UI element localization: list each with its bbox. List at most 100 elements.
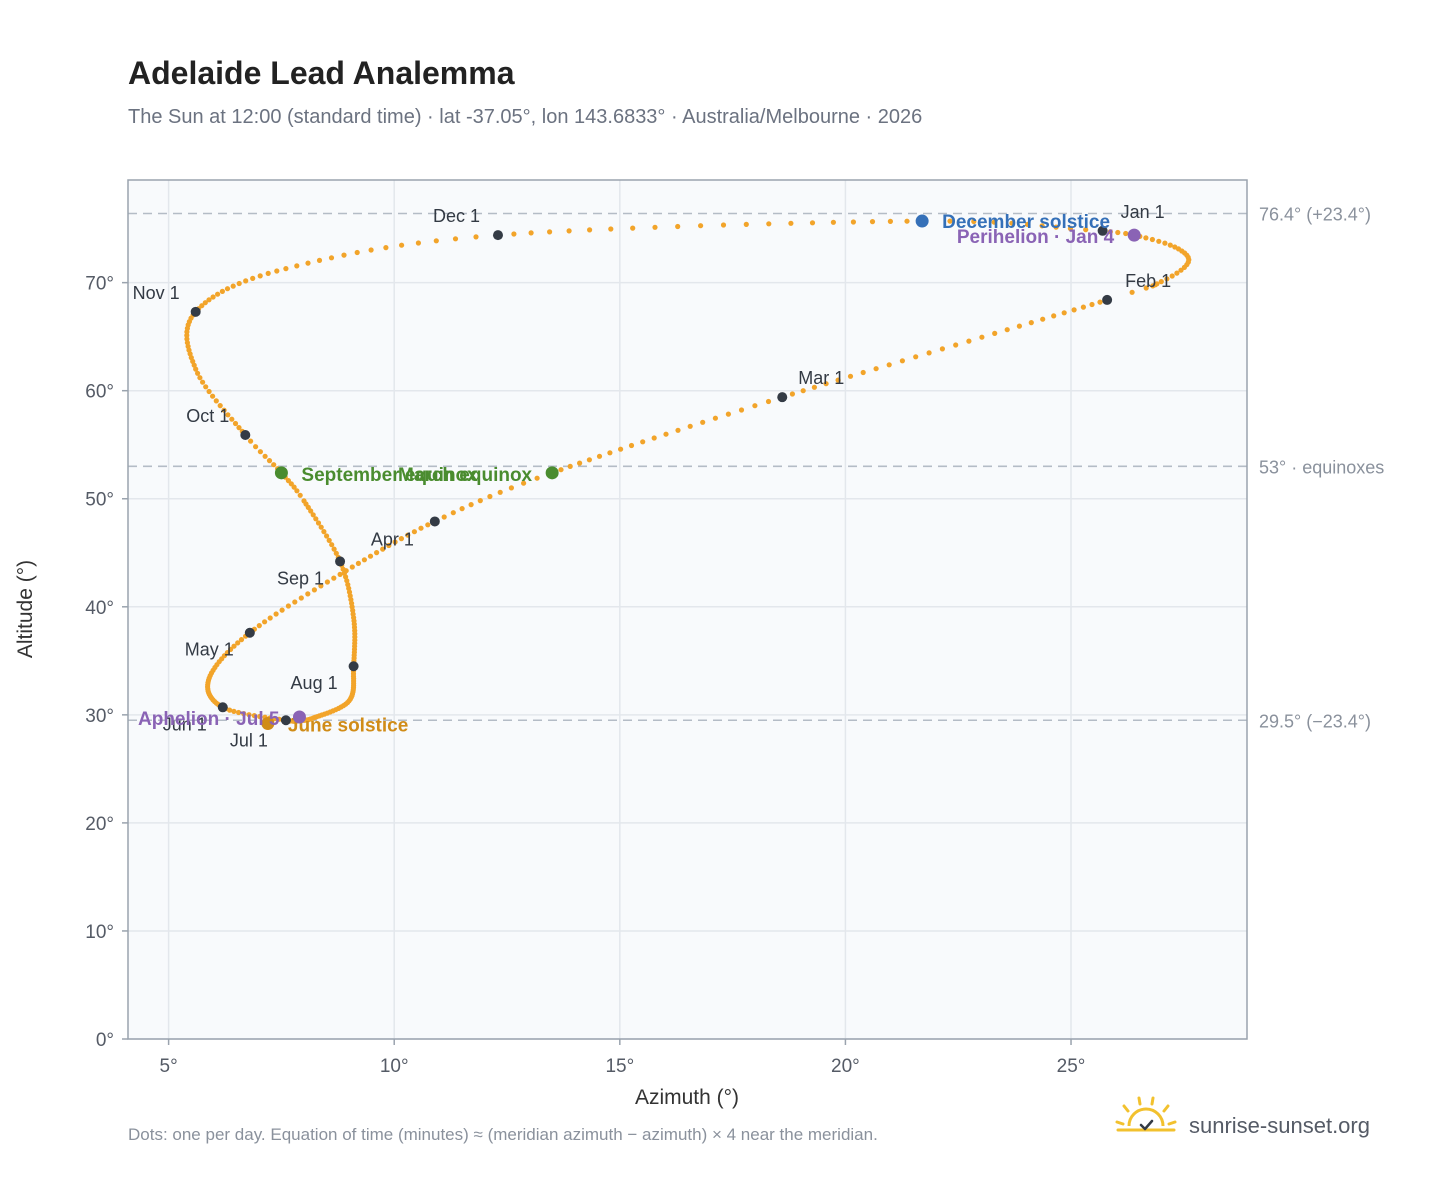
day-dot [262,619,268,625]
y-axis: 0° 10° 20° 30° 40° 50° 60° 70° [85,274,128,1051]
day-dot [331,546,337,552]
day-dot [340,566,346,572]
day-dot [441,514,447,520]
day-dot [285,478,291,484]
day-dot [651,435,657,441]
day-dot [271,462,277,468]
day-dot [253,444,259,450]
day-dot [274,268,280,274]
day-dot [250,275,256,281]
day-dot [251,713,257,719]
day-dot [398,536,404,542]
day-dot [630,225,636,231]
day-dot [227,707,233,713]
day-dot [294,263,300,269]
x-tick-label: 25° [1057,1056,1086,1077]
day-dot [225,412,231,418]
day-dot [265,270,271,276]
month-marker-label: Jun 1 [163,714,207,734]
day-dot [238,637,245,643]
event-label: Aphelion · Jul 5 [138,709,280,730]
month-marker-label: Jan 1 [1121,202,1165,222]
day-dot [313,516,319,522]
day-dot [700,419,706,425]
y-tick-label: 0° [96,1030,114,1051]
day-dot [256,623,262,629]
day-dot [368,247,374,253]
day-dot [333,550,339,556]
day-dot [415,240,421,246]
day-dot [1051,313,1057,319]
day-dot [197,375,203,381]
day-dot [345,582,351,588]
day-dot [800,388,806,394]
day-dot [577,460,583,466]
day-dot [899,358,906,364]
day-dot [1016,323,1023,329]
y-tick-label: 10° [85,922,114,943]
day-dot [991,219,997,225]
day-dot [392,539,398,545]
day-dot [1107,229,1113,235]
day-dot [1004,327,1010,333]
day-dot [228,646,234,653]
day-dot [235,640,241,646]
day-dot [752,403,758,409]
day-dot [311,587,317,593]
day-dot [231,643,237,649]
day-dot [979,334,985,340]
sun-logo-icon [1115,1096,1177,1132]
day-dot [640,439,646,445]
day-dot [1174,270,1180,276]
day-dot [766,221,772,227]
month-marker [1102,294,1113,305]
day-dot [298,595,304,601]
day-dot [1028,320,1034,326]
day-dot [823,381,829,387]
day-dot [279,607,285,613]
reference-line-label: 29.5° (−23.4°) [1259,711,1371,731]
day-dot [231,708,237,715]
day-dot [1083,227,1089,233]
day-dot [374,550,380,556]
day-dot [652,224,658,230]
day-dot [310,512,316,518]
day-dot [257,449,263,455]
y-axis-label: Altitude (°) [14,560,37,658]
event-marker [261,716,275,730]
day-dot [354,249,360,256]
day-dot [608,226,614,232]
day-dot [1040,316,1046,322]
day-dot [1025,221,1031,227]
day-dot [459,506,465,512]
day-dot [246,712,252,718]
day-dot [418,525,424,531]
day-dot [199,303,205,309]
day-dot [383,245,389,251]
day-dot [272,716,278,722]
day-dot [1071,307,1077,313]
day-dot [321,529,327,535]
brand-name: sunrise-sunset.org [1189,1113,1370,1138]
day-dot [953,342,959,348]
day-dot [663,431,669,437]
event-marker [915,214,929,228]
reference-lines: 76.4° (+23.4°) 53° · equinoxes 29.5° (−23.… [128,204,1384,731]
day-dot [567,463,573,469]
day-dot [947,218,953,224]
month-marker-label: Nov 1 [133,283,180,303]
day-dot [547,229,553,235]
day-dot [1167,242,1173,248]
x-tick-label: 20° [831,1056,860,1077]
day-dot [1143,235,1149,241]
day-dot [283,266,289,272]
day-dot [405,532,411,538]
day-dot [349,564,355,570]
day-dot [301,498,307,504]
day-dot [230,283,236,289]
month-marker [244,627,255,638]
day-dot [257,273,263,279]
month-marker-label: Aug 1 [291,673,338,693]
day-dot [318,524,324,530]
day-dot [236,709,242,716]
